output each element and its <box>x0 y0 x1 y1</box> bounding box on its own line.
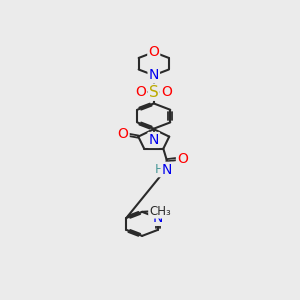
Text: O: O <box>148 45 159 59</box>
Text: O: O <box>177 152 188 166</box>
Text: N: N <box>162 163 172 177</box>
Text: O: O <box>118 127 129 141</box>
Text: CH₃: CH₃ <box>149 205 171 218</box>
Text: N: N <box>148 68 159 82</box>
Text: N: N <box>153 211 163 225</box>
Text: N: N <box>148 133 159 147</box>
Text: S: S <box>149 85 159 100</box>
Text: H: H <box>155 163 164 176</box>
Text: O: O <box>161 85 172 99</box>
Text: O: O <box>136 85 146 99</box>
